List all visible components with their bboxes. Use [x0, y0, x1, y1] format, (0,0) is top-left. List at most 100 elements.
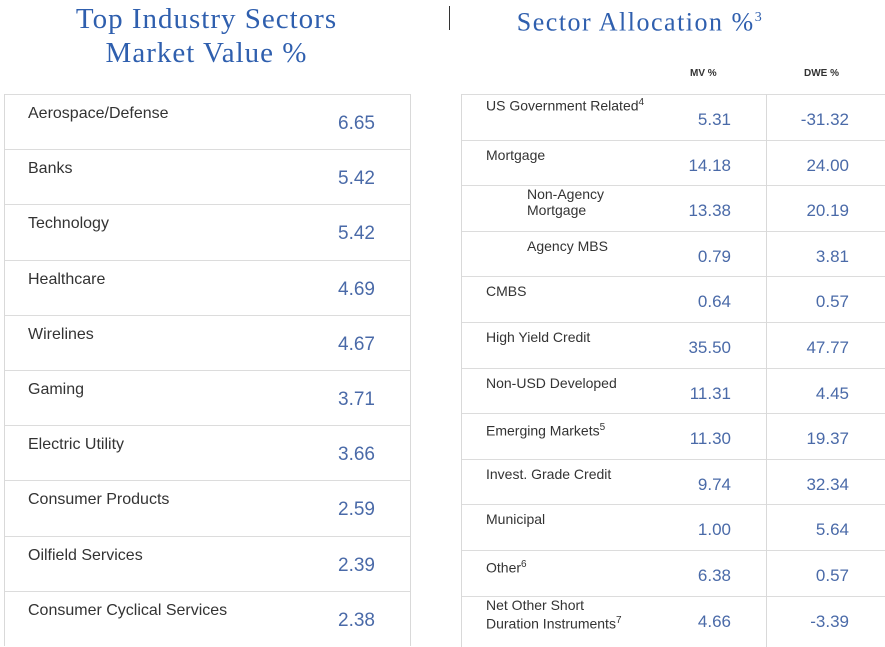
sector-name: Aerospace/Defense: [28, 105, 169, 122]
allocation-sector-name: US Government Related4: [486, 95, 646, 114]
sector-label: Other: [486, 559, 522, 576]
sector-label: Agency MBS: [527, 237, 608, 254]
top-industry-sectors-title: Top Industry Sectors Market Value %: [0, 2, 413, 70]
mv-value: 13.38: [688, 201, 731, 221]
allocation-sector-name: Non-Agency Mortgage: [527, 186, 647, 218]
dwe-value: 0.57: [815, 566, 849, 585]
table-row: High Yield Credit 35.50 47.77: [462, 322, 885, 368]
dwe-value: -31.32: [800, 110, 849, 129]
table-row: Wirelines 4.67: [5, 314, 410, 370]
dwe-value: 32.34: [806, 474, 849, 494]
sector-label: Emerging Markets: [486, 422, 600, 439]
title-divider: [449, 6, 450, 30]
column-header-dwe: DWE %: [804, 68, 839, 79]
table-row: Mortgage 14.18 24.00: [462, 139, 885, 186]
sector-label: High Yield Credit: [486, 329, 591, 345]
sector-value: 6.65: [338, 113, 375, 134]
sector-value: 2.59: [338, 499, 375, 521]
industry-sectors-table: Aerospace/Defense 6.65 Banks 5.42 Technology…: [4, 94, 411, 646]
table-row: Non-USD Developed 11.31 4.45: [462, 367, 885, 414]
mv-value: 1.00: [697, 520, 731, 540]
sector-value: 5.42: [338, 223, 375, 245]
sector-label: Non-Agency Mortgage: [527, 186, 605, 219]
mv-value: 0.64: [697, 292, 731, 312]
sector-name: Healthcare: [28, 270, 106, 288]
sector-name: Gaming: [28, 381, 85, 398]
dwe-value: 4.45: [815, 383, 849, 403]
dwe-value: 24.00: [806, 155, 849, 175]
mv-value: 6.38: [697, 566, 731, 585]
sector-label: Mortgage: [486, 146, 546, 163]
allocation-sector-name: Non-USD Developed: [486, 375, 646, 391]
table-row: CMBS 0.64 0.57: [462, 276, 885, 322]
sector-name: Oilfield Services: [28, 546, 143, 564]
footnote-marker: 7: [615, 614, 622, 626]
sector-label: Invest. Grade Credit: [486, 465, 612, 482]
table-row: Healthcare 4.69: [5, 259, 410, 315]
right-title-text: Sector Allocation %: [516, 7, 755, 37]
allocation-sector-name: Invest. Grade Credit: [486, 466, 646, 482]
sector-label: US Government Related: [486, 97, 639, 114]
sector-name: Consumer Cyclical Services: [28, 601, 228, 619]
table-row: Emerging Markets5 11.30 19.37: [462, 413, 885, 459]
table-row: Net Other Short Duration Instruments7 4.6…: [462, 595, 885, 642]
left-title-line2: Market Value %: [105, 37, 308, 69]
table-row: Other6 6.38 0.57: [462, 550, 885, 596]
sector-value: 5.42: [338, 168, 375, 190]
allocation-sector-name: Municipal: [486, 511, 646, 527]
mv-value: 35.50: [688, 338, 731, 357]
dwe-value: 19.37: [806, 429, 849, 449]
left-title-line1: Top Industry Sectors: [75, 3, 338, 35]
dwe-value: 5.64: [815, 520, 849, 540]
mv-value: 5.31: [697, 110, 731, 129]
mv-value: 9.74: [697, 474, 731, 494]
right-title-note: 3: [754, 10, 764, 25]
allocation-sector-name: Other6: [486, 557, 646, 576]
table-row: US Government Related4 5.31 -31.32: [462, 94, 885, 140]
dwe-value: 47.77: [806, 338, 849, 357]
sector-name: Wirelines: [28, 325, 94, 343]
sector-name: Banks: [28, 160, 73, 178]
sector-value: 4.67: [338, 333, 375, 355]
sector-name: Consumer Products: [28, 491, 170, 509]
column-divider: [766, 94, 767, 647]
footnote-marker: 4: [638, 97, 645, 108]
mv-value: 0.79: [697, 246, 731, 266]
column-header-mv: MV %: [690, 68, 717, 79]
dwe-value: 0.57: [815, 292, 849, 312]
dwe-value: -3.39: [810, 611, 849, 631]
mv-value: 4.66: [697, 611, 731, 631]
sector-value: 3.71: [338, 389, 375, 410]
allocation-sector-name: Mortgage: [486, 147, 646, 163]
sector-label: Non-USD Developed: [486, 374, 617, 391]
sector-name: Technology: [28, 215, 109, 233]
table-row: Consumer Products 2.59: [5, 480, 410, 535]
dwe-value: 3.81: [815, 246, 849, 266]
table-row: Non-Agency Mortgage 13.38 20.19: [462, 185, 885, 231]
allocation-sector-name: CMBS: [486, 283, 646, 299]
allocation-sector-name: High Yield Credit: [486, 329, 646, 345]
table-row: Electric Utility 3.66: [5, 425, 410, 480]
sector-label: Municipal: [486, 511, 546, 528]
mv-value: 11.31: [689, 383, 731, 403]
table-row: Oilfield Services 2.39: [5, 535, 410, 591]
table-row: Technology 5.42: [5, 204, 410, 259]
footnote-marker: 6: [521, 559, 527, 570]
sector-value: 2.38: [338, 609, 375, 631]
sector-value: 2.39: [338, 554, 375, 576]
table-row: Consumer Cyclical Services 2.38: [5, 590, 410, 646]
table-row: Agency MBS 0.79 3.81: [462, 230, 885, 277]
allocation-sector-name: Emerging Markets5: [486, 420, 646, 439]
footnote-marker: 5: [599, 422, 606, 434]
sector-allocation-table: US Government Related4 5.31 -31.32 Mortgage…: [461, 94, 885, 647]
mv-value: 11.30: [689, 429, 731, 449]
sector-label: CMBS: [486, 283, 527, 300]
sector-name: Electric Utility: [28, 436, 125, 454]
table-row: Banks 5.42: [5, 149, 410, 204]
dwe-value: 20.19: [806, 201, 849, 221]
table-row: Aerospace/Defense 6.65: [5, 94, 410, 149]
sector-value: 4.69: [338, 278, 375, 300]
allocation-sector-name: Net Other Short Duration Instruments7: [486, 597, 626, 632]
allocation-sector-name: Agency MBS: [527, 238, 647, 254]
sector-label: Net Other Short Duration Instruments: [486, 596, 616, 632]
